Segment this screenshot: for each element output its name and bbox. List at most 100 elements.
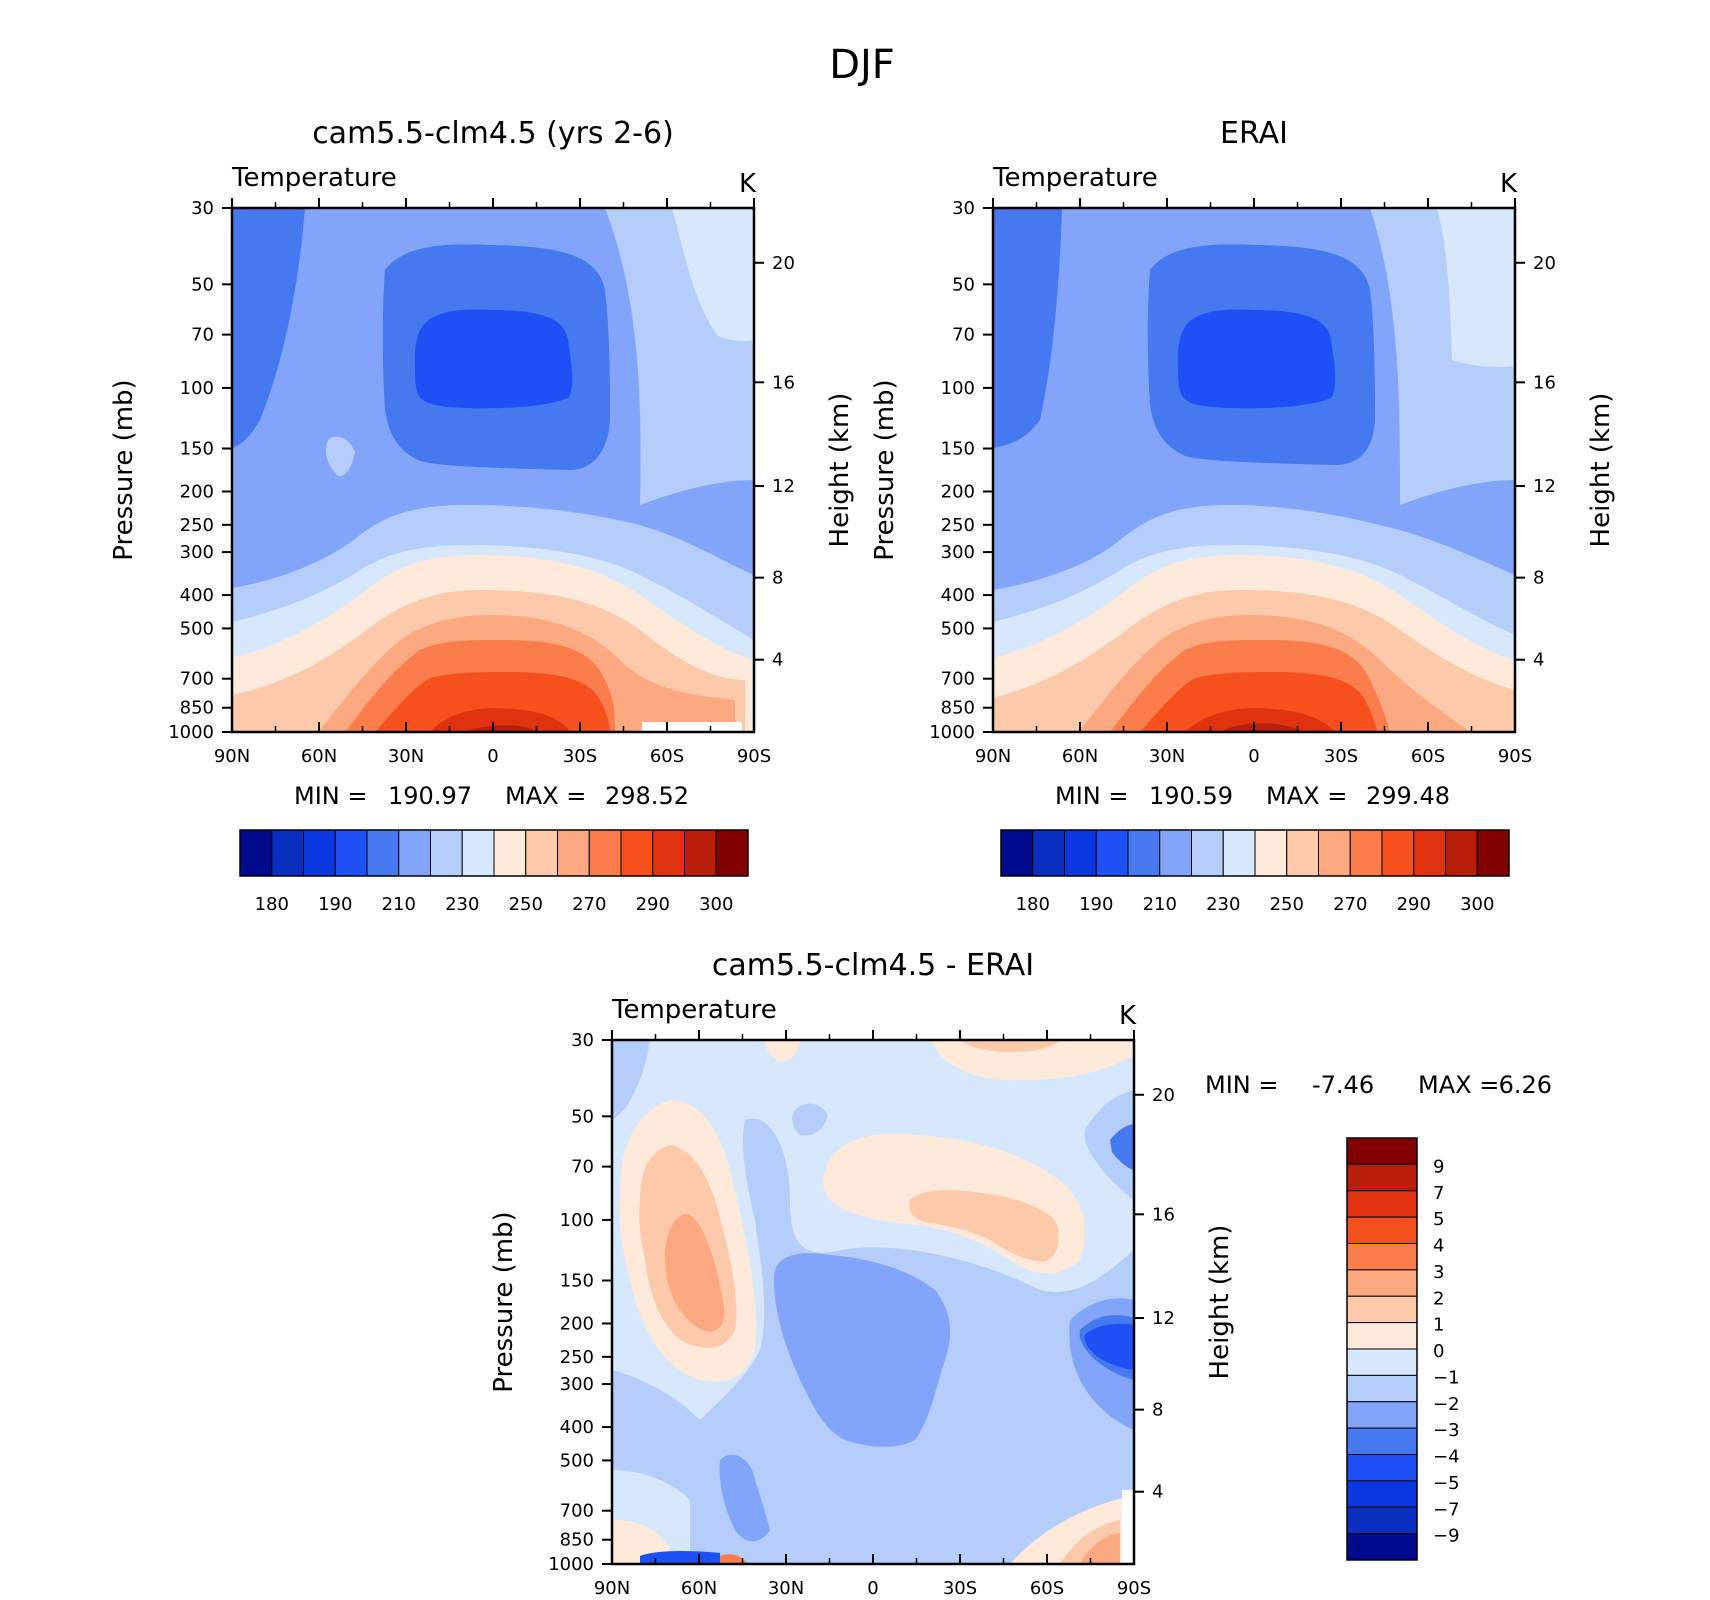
y2-axis: 4 8 12 16 20 <box>1134 1085 1175 1503</box>
colorbar-swatch <box>684 829 717 877</box>
x-tick-label: 60N <box>681 1578 717 1599</box>
colorbar-swatch <box>1346 1374 1418 1403</box>
colorbar-swatch <box>303 829 336 877</box>
colorbar: 180 190 210 230 250 270 290 300 <box>1000 829 1510 915</box>
y-tick-label: 30 <box>571 1030 594 1051</box>
colorbar-tick-label: 180 <box>255 894 289 915</box>
variable-label: Temperature <box>611 995 777 1025</box>
colorbar-tick-label: 210 <box>1143 894 1177 915</box>
y-tick-label: 100 <box>941 378 975 399</box>
colorbar-tick-label: 290 <box>636 894 670 915</box>
max-value: 6.26 <box>1499 1071 1552 1099</box>
y-tick-label: 30 <box>191 198 214 219</box>
colorbar-swatch <box>1346 1295 1418 1324</box>
colorbar-swatch <box>1346 1190 1418 1218</box>
contour-band-minus2-upper-right <box>1084 1090 1134 1200</box>
y-tick-label: 1000 <box>168 722 214 743</box>
colorbar-swatch <box>1346 1533 1418 1561</box>
colorbar-swatch <box>1064 829 1097 877</box>
y2-tick-label: 16 <box>1152 1204 1175 1225</box>
colorbar-tick-label: −1 <box>1433 1367 1460 1388</box>
colorbar-tick-label: −7 <box>1433 1499 1460 1520</box>
contour-band-minus2-upper-left <box>612 1040 650 1120</box>
y-tick-label: 200 <box>180 481 214 502</box>
colorbar-tick-label: −2 <box>1433 1394 1460 1415</box>
y-tick-label: 700 <box>180 669 214 690</box>
contour-band-200-core <box>1177 309 1336 409</box>
x-tick-label: 60S <box>1030 1578 1064 1599</box>
y-tick-label: 850 <box>941 698 975 719</box>
y2-axis: 4 8 12 16 20 <box>1515 253 1556 671</box>
colorbar-swatch <box>1254 829 1288 877</box>
y2-tick-label: 12 <box>1533 476 1556 497</box>
min-label: MIN = <box>294 782 367 810</box>
colorbar-swatch <box>1127 829 1161 877</box>
panel-model: cam5.5-clm4.5 (yrs 2-6) Temperature K 90… <box>109 116 855 915</box>
units-label: K <box>1500 169 1518 199</box>
x-tick-label: 90N <box>214 746 250 767</box>
y2label: Height (km) <box>1205 1225 1235 1380</box>
colorbar-tick-label: 250 <box>1270 894 1304 915</box>
colorbar-swatch <box>334 829 368 877</box>
colorbar-swatch <box>1346 1216 1418 1244</box>
colorbar-swatch <box>1159 829 1192 877</box>
y-tick-label: 50 <box>952 274 975 295</box>
colorbar-swatch <box>1346 1322 1418 1350</box>
y-tick-label: 1000 <box>548 1554 594 1575</box>
min-value: -7.46 <box>1312 1071 1374 1099</box>
y2-tick-label: 4 <box>772 650 783 671</box>
x-tick-label: 30N <box>768 1578 804 1599</box>
y-tick-label: 700 <box>941 669 975 690</box>
y-tick-label: 250 <box>180 515 214 536</box>
colorbar-swatch <box>1346 1243 1418 1271</box>
colorbar-swatch <box>715 829 749 877</box>
ylabel: Pressure (mb) <box>870 379 900 560</box>
y-tick-label: 150 <box>941 439 975 460</box>
contour-band-300 <box>1220 723 1302 732</box>
x-tick-label: 30N <box>1149 746 1185 767</box>
colorbar-swatch <box>239 829 273 877</box>
colorbar-swatch <box>1346 1480 1418 1508</box>
colorbar-tick-label: 1 <box>1433 1315 1444 1336</box>
colorbar-swatch <box>1346 1427 1418 1455</box>
y2-tick-label: 8 <box>1152 1400 1163 1421</box>
ylabel: Pressure (mb) <box>489 1211 519 1392</box>
max-value: 298.52 <box>605 782 689 810</box>
y2-tick-label: 12 <box>772 476 795 497</box>
y2-tick-label: 4 <box>1533 650 1544 671</box>
contour-band-220-right-lobe <box>680 485 754 560</box>
y-tick-label: 400 <box>941 585 975 606</box>
x-tick-label: 30S <box>563 746 597 767</box>
x-tick-label: 30N <box>388 746 424 767</box>
colorbar-tick-label: 5 <box>1433 1209 1444 1230</box>
contour-field <box>612 1040 1134 1564</box>
x-tick-label: 60S <box>650 746 684 767</box>
colorbar-swatch <box>493 829 527 877</box>
y-tick-label: 30 <box>952 198 975 219</box>
y2-tick-label: 20 <box>772 253 795 274</box>
colorbar-swatch <box>1346 1506 1418 1535</box>
missing-data-strip <box>1122 1490 1134 1564</box>
colorbar-tick-label: 180 <box>1016 894 1050 915</box>
colorbar-swatch <box>588 829 622 877</box>
contour-band-0-1-upper-center <box>765 1040 800 1062</box>
x-tick-label: 60N <box>301 746 337 767</box>
contour-band-2-4-surface <box>720 1554 748 1564</box>
colorbar-tick-label: 190 <box>318 894 352 915</box>
colorbar-swatch <box>1445 829 1478 877</box>
y-tick-label: 850 <box>180 698 214 719</box>
y-tick-label: 100 <box>560 1210 594 1231</box>
x-axis: 90N 60N 30N 0 30S 60S 90S <box>594 1030 1151 1599</box>
y2label: Height (km) <box>825 393 855 548</box>
min-value: 190.97 <box>388 782 472 810</box>
colorbar-tick-label: 300 <box>1460 894 1494 915</box>
colorbar-tick-label: 2 <box>1433 1288 1444 1309</box>
colorbar-tick-label: −4 <box>1433 1447 1460 1468</box>
x-tick-label: 0 <box>1248 746 1259 767</box>
x-tick-label: 0 <box>867 1578 878 1599</box>
contour-band-200-core <box>414 309 573 409</box>
y2-axis: 4 8 12 16 20 <box>754 253 795 671</box>
contour-band-1-2-upper-right <box>960 1040 1060 1052</box>
y-axis: 30 50 70 100 150 200 250 300 400 500 700 850 1000 <box>548 1030 612 1575</box>
colorbar-tick-label: −5 <box>1433 1473 1460 1494</box>
